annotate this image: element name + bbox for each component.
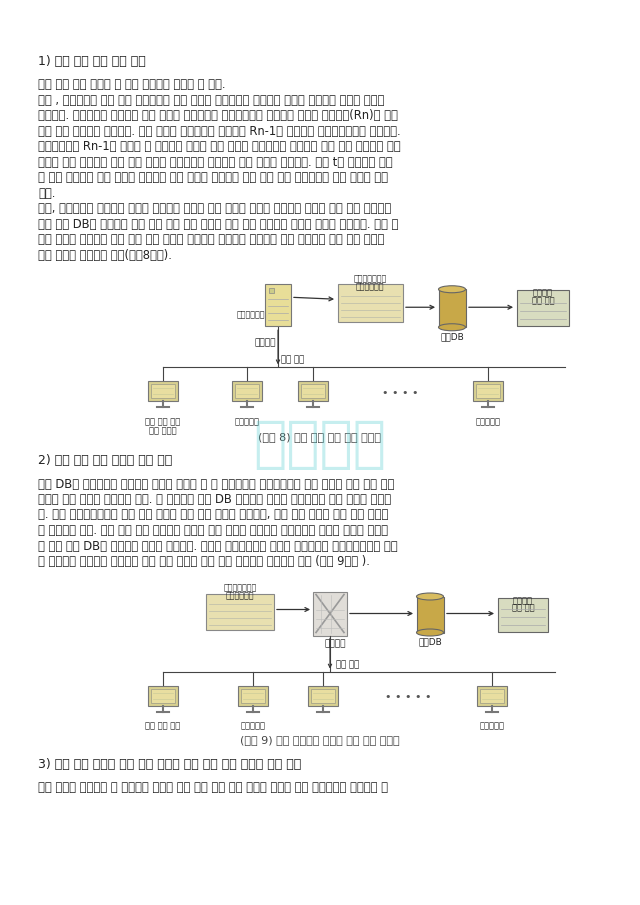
Bar [308, 685, 338, 706]
Bar [265, 284, 291, 326]
Bar [480, 689, 504, 702]
Text: 역할 전환을 수행하게 된다(그림8참조).: 역할 전환을 수행하게 된다(그림8참조). [38, 249, 172, 262]
Bar [476, 385, 500, 398]
Ellipse shape [438, 286, 465, 292]
Text: 우선순위: 우선순위 [513, 596, 533, 605]
Bar [148, 685, 178, 706]
Text: 패치 서버가 정상화된 후 시스템을 재시작 하게 되면 대체 패치 서버를 포함한 모든 클라이언트 시스템에 패: 패치 서버가 정상화된 후 시스템을 재시작 하게 되면 대체 패치 서버를 포… [38, 781, 388, 794]
Bar [477, 685, 507, 706]
Text: 목록 갱신: 목록 갱신 [512, 604, 534, 613]
Bar [238, 685, 268, 706]
Text: 클라이언트프로: 클라이언트프로 [353, 274, 387, 283]
Bar [235, 385, 259, 398]
Text: 사리토스: 사리토스 [253, 418, 387, 472]
Text: 파일정보갱신: 파일정보갱신 [356, 282, 384, 291]
Text: 되거나 값이 전송되지 않을 경우 새로운 랜덤넘버를 생성하여 패치 서버에 전송한다. 만약 t번 반복하여 응답: 되거나 값이 전송되지 않을 경우 새로운 랜덤넘버를 생성하여 패치 서버에 … [38, 156, 392, 168]
Bar [298, 381, 328, 401]
Bar [269, 289, 274, 293]
Text: 패치DB: 패치DB [418, 637, 442, 646]
Bar [417, 596, 444, 633]
Text: 하여 패치 서버에게 전송한다. 패치 서버는 랜덤넘버를 확인하고 Rn-1을 계산하여 클라이언트에게 전송한다.: 하여 패치 서버에게 전송한다. 패치 서버는 랜덤넘버를 확인하고 Rn-1을… [38, 125, 401, 138]
Text: 트는 패치 DB를 검색하여 대체 패치 서버 우선 순위가 가장 높은 시스템의 아이피 주소를 확인한다. 해당 아: 트는 패치 DB를 검색하여 대체 패치 서버 우선 순위가 가장 높은 시스템… [38, 218, 398, 231]
Bar [313, 592, 347, 635]
Text: 한다.: 한다. [38, 186, 56, 200]
Ellipse shape [417, 629, 444, 636]
Text: 3) 패치 서버 복구에 의한 패치 서버와 대체 패치 서버 사이의 역할 전환: 3) 패치 서버 복구에 의한 패치 서버와 대체 패치 서버 사이의 역할 전… [38, 757, 301, 770]
Bar [337, 284, 403, 322]
Text: 클라이언트: 클라이언트 [241, 721, 266, 730]
Text: 패치 DB의 클라이언트 프로파일 정보를 검색한 후 각 클라이언트 시스템들에게 패치 서버와 대체 패치 서버: 패치 DB의 클라이언트 프로파일 정보를 검색한 후 각 클라이언트 시스템들… [38, 478, 394, 491]
Bar [301, 385, 325, 398]
Text: 패치DB: 패치DB [440, 332, 464, 341]
Text: 이피 주소의 시스템에 대체 패치 서버 수행을 요청하는 메시지를 전송하고 해당 시스템은 대체 패치 서버의: 이피 주소의 시스템에 대체 패치 서버 수행을 요청하는 메시지를 전송하고 … [38, 233, 385, 246]
Text: 우선순위: 우선순위 [533, 289, 553, 297]
Text: 클라이언트는 Rn-1을 확인한 후 정상적인 값이면 패치 서버의 정상작동을 확인하게 되고 다른 계산값이 수신: 클라이언트는 Rn-1을 확인한 후 정상적인 값이면 패치 서버의 정상작동을… [38, 140, 401, 153]
Text: 클라이언트: 클라이언트 [479, 721, 504, 730]
Text: 패치서버: 패치서버 [254, 338, 276, 348]
Text: 첫째 , 우선순위가 가장 높은 클라이언트 패치 서버를 주기적으로 정상작동 유무를 체크하는 플래그 정보를: 첫째 , 우선순위가 가장 높은 클라이언트 패치 서버를 주기적으로 정상작동… [38, 94, 385, 107]
Text: 교환한다. 클라이언트 시스템은 패치 서버가 정상적으로 작동하는지를 체크하기 위하여 랜덤넘버(Rn)를 생성: 교환한다. 클라이언트 시스템은 패치 서버가 정상적으로 작동하는지를 체크하… [38, 110, 398, 122]
Text: 대체 패치 서버: 대체 패치 서버 [145, 417, 180, 426]
Text: 목록 검색: 목록 검색 [532, 296, 554, 305]
Text: 패치 분배: 패치 분배 [337, 661, 360, 670]
Text: • • • •: • • • • [381, 388, 419, 398]
Text: 이 없을 경우에는 패치 서버가 작동하지 않는 것으로 판단하고 대체 패치 서버 시스템으로 역할 전환을 수행: 이 없을 경우에는 패치 서버가 작동하지 않는 것으로 판단하고 대체 패치 … [38, 171, 388, 185]
Text: 클라이언트프로: 클라이언트프로 [223, 584, 257, 593]
Bar [151, 385, 175, 398]
Bar [232, 381, 262, 401]
Text: 파일정보검색: 파일정보검색 [226, 592, 254, 601]
Text: 대체 패치 서버: 대체 패치 서버 [145, 721, 180, 730]
Text: 서 수행하게 된다. 대체 패치 서버 시스템은 벤더의 패치 정보를 검색하고 업데이트가 필요한 패치를 다운로: 서 수행하게 된다. 대체 패치 서버 시스템은 벤더의 패치 정보를 검색하고… [38, 524, 388, 537]
Bar [206, 594, 274, 630]
Text: 정상작동체크: 정상작동체크 [237, 310, 265, 319]
Text: • • • • •: • • • • • [385, 692, 431, 702]
Bar [311, 689, 335, 702]
Bar [438, 290, 465, 328]
Text: (그림 9) 대치 시스템을 이용한 패치 분배 시스템: (그림 9) 대치 시스템을 이용한 패치 분배 시스템 [240, 736, 400, 746]
Bar [517, 291, 569, 326]
Text: 패치 서버 작동 유무는 두 가지 방법으로 체크할 수 있다.: 패치 서버 작동 유무는 두 가지 방법으로 체크할 수 있다. [38, 78, 225, 91]
Ellipse shape [438, 324, 465, 330]
Bar [241, 689, 265, 702]
Text: 를 요청하는 메시지가 도착하면 대체 패치 서버는 패치 분배 서비스를 제공하게 된다 (그림 9참조 ).: 를 요청하는 메시지가 도착하면 대체 패치 서버는 패치 분배 서비스를 제공… [38, 555, 370, 568]
Ellipse shape [417, 593, 444, 600]
Text: 패치서버: 패치서버 [324, 640, 346, 649]
Text: (그림 8) 패치 서버 식동 확인 구성도: (그림 8) 패치 서버 식동 확인 구성도 [259, 433, 381, 443]
Text: 클라이언트: 클라이언트 [234, 417, 259, 426]
Text: 클라이언트: 클라이언트 [476, 417, 500, 426]
Bar [151, 689, 175, 702]
Text: 둘째, 클라이언트 시스템이 패치를 설치하기 위하여 패치 서버와 접속을 요구하여 응답이 없을 경우 클라이언: 둘째, 클라이언트 시스템이 패치를 설치하기 위하여 패치 서버와 접속을 요… [38, 202, 391, 215]
Text: 2) 대체 패치 서버 시스템 역할 전환: 2) 대체 패치 서버 시스템 역할 전환 [38, 454, 172, 467]
Text: 드 하여 패치 DB에 저장하는 작업을 수행한다. 새롭게 다운로드받은 패치를 분배하거나 클라이언트에서 패치: 드 하여 패치 DB에 저장하는 작업을 수행한다. 새롭게 다운로드받은 패치… [38, 539, 397, 552]
Text: 다. 이때 클라이언트들은 패치 요청 경로를 대체 패치 서버로 갱신하고, 이후 패치 요청을 대체 패치 서버에: 다. 이때 클라이언트들은 패치 요청 경로를 대체 패치 서버로 갱신하고, … [38, 509, 388, 521]
Bar [473, 381, 503, 401]
Text: 사이의 역할 전환을 통지하게 된다. 이 과정에서 패치 DB 우선순위 정보를 갱신하도록 하는 명령이 전송된: 사이의 역할 전환을 통지하게 된다. 이 과정에서 패치 DB 우선순위 정보… [38, 493, 391, 506]
Text: 패치 분배: 패치 분배 [282, 356, 305, 364]
Bar [148, 381, 178, 401]
Bar [498, 597, 548, 632]
Text: 1) 패치 서버 작동 유무 체크: 1) 패치 서버 작동 유무 체크 [38, 55, 146, 68]
Text: 주보 시스템: 주보 시스템 [149, 426, 177, 435]
